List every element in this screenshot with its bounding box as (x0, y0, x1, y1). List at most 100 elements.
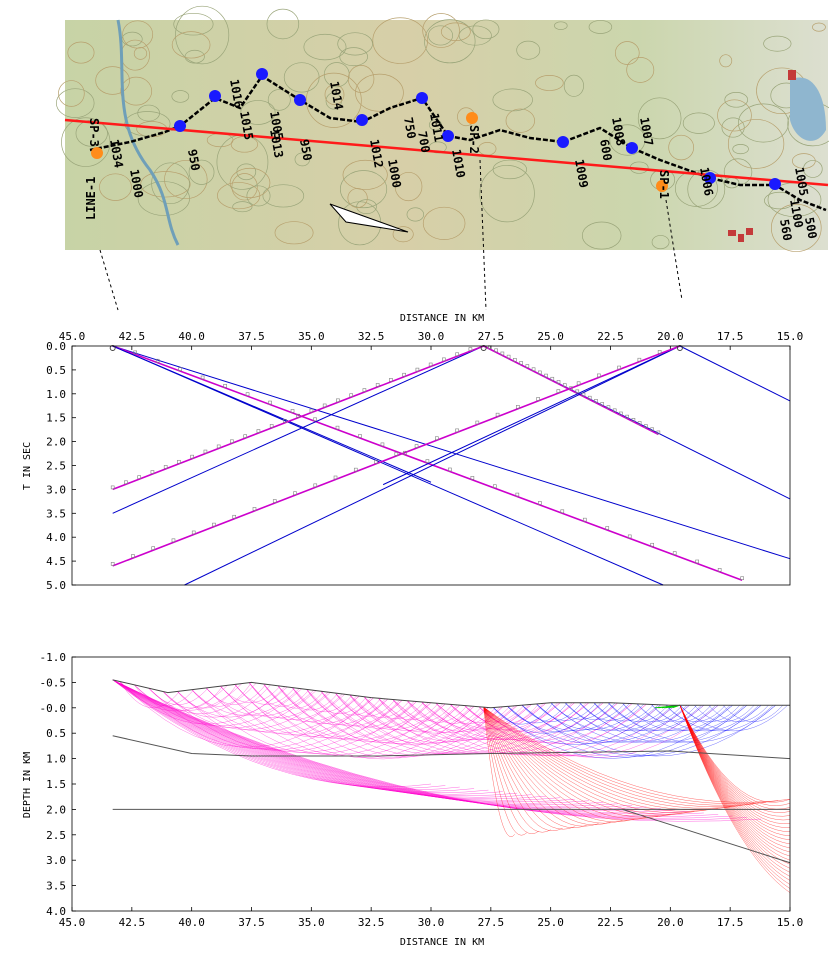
ray-path-deep (679, 705, 791, 857)
ray-path-deep (112, 679, 446, 789)
tt-observed-pick (293, 491, 297, 496)
station-label: 700 (415, 130, 433, 154)
station-label: 1014 (327, 80, 346, 111)
ray-path (450, 704, 690, 757)
tt-observed-pick (272, 499, 277, 503)
contour-ring (424, 19, 476, 64)
station-label: 1000 (385, 158, 404, 189)
ray-path (248, 682, 489, 760)
contour-ring (337, 32, 373, 56)
tt-observed-pick (150, 470, 155, 474)
station-label: 1016 (227, 78, 246, 109)
ray-path (493, 704, 661, 745)
contour-ring (472, 19, 500, 40)
station-label: 1013 (267, 128, 286, 159)
ray-path (335, 692, 396, 717)
tt-observed-pick (313, 483, 318, 488)
contour-ring (719, 54, 733, 68)
travel-time-chart: DISTANCE IN KM T IN SEC 45.0 42.5 40.0 37.5… (22, 313, 803, 592)
ray-path (550, 702, 659, 731)
ray-path-deep (483, 707, 743, 809)
contour-ring (95, 66, 130, 95)
tt-observed-pick (296, 413, 300, 418)
tt-observed-pick (494, 348, 498, 353)
shotpoint-marker (466, 112, 478, 124)
tt-observed-pick (212, 522, 216, 527)
tt-observed-pick (637, 421, 642, 425)
north-arrow-icon (329, 203, 409, 233)
tt-observed-pick (500, 351, 505, 356)
tt-y-tick-label: 2.5 (46, 460, 66, 473)
contour-ring (140, 171, 191, 198)
ray-path (564, 702, 733, 743)
ray-path (234, 684, 475, 758)
tt-observed-pick (594, 399, 598, 403)
tt-observed-pick (538, 501, 542, 505)
tt-observed-pick (414, 444, 419, 448)
ray-path (507, 705, 748, 758)
tt-shot-origin (676, 345, 683, 351)
tt-series-line (112, 345, 681, 567)
receiver-station-marker (557, 136, 569, 148)
station-label: 600 (597, 138, 615, 162)
receiver-station-marker (209, 90, 221, 102)
ray-path (607, 702, 716, 732)
tt-observed-pick (625, 414, 629, 419)
tt-x-tick-label: 25.0 (537, 330, 564, 343)
tt-observed-pick (657, 350, 662, 354)
tt-x-tick-label: 40.0 (178, 330, 205, 343)
tt-observed-pick (597, 373, 601, 378)
tt-observed-pick (163, 465, 168, 469)
tt-observed-pick (380, 442, 385, 447)
ray-path-deep (483, 707, 647, 821)
contour-ring (232, 201, 253, 213)
tt-series-line (112, 345, 484, 514)
tt-observed-pick (283, 419, 287, 423)
ray-path (177, 691, 417, 753)
ray-path (564, 702, 673, 732)
ray-path (679, 705, 740, 722)
contour-ring (303, 33, 347, 61)
ray-x-ticks: 45.0 42.5 40.0 37.5 35.0 32.5 30.0 27.5 25.0 22.5… (59, 907, 803, 929)
ray-path (320, 691, 381, 716)
tt-observed-pick (110, 485, 115, 490)
tt-observed-pick (606, 405, 611, 409)
station-label: 1008 (609, 116, 628, 147)
ray-y-tick-label: -0.0 (40, 702, 67, 715)
receiver-station-marker (356, 114, 368, 126)
contour-ring (535, 75, 564, 91)
ray-path-deep (483, 707, 671, 818)
ray-path-deep (112, 679, 704, 816)
tt-observed-pick (695, 559, 699, 564)
tt-x-tick-label: 45.0 (59, 330, 86, 343)
station-label: 1009 (572, 158, 591, 189)
ray-interface-line (112, 679, 790, 709)
ray-path (320, 691, 429, 729)
shotpoint-marker (91, 147, 103, 159)
contour-ring (274, 221, 314, 245)
contour-ring (763, 35, 792, 52)
station-label: 1015 (237, 110, 256, 141)
contour-ring (406, 207, 425, 222)
tt-xlabel: DISTANCE IN KM (400, 313, 484, 324)
tt-observed-pick (252, 507, 257, 511)
ray-path (191, 682, 252, 707)
tt-observed-pick (587, 395, 592, 400)
tt-x-tick-label: 15.0 (777, 330, 804, 343)
receiver-station-marker (416, 92, 428, 104)
tt-observed-pick (455, 352, 459, 357)
tt-observed-pick (468, 347, 473, 351)
tt-observed-pick (415, 367, 420, 372)
ray-path (521, 702, 582, 722)
ray-path (263, 683, 503, 759)
contour-ring (724, 92, 749, 108)
tt-observed-pick (519, 361, 523, 365)
tt-observed-pick (389, 378, 393, 382)
ray-path-deep (112, 679, 503, 795)
ray-path-deep (679, 705, 791, 845)
receiver-station-marker (174, 120, 186, 132)
map-contours (56, 5, 829, 252)
ray-interface-line (112, 735, 791, 760)
tt-observed-pick (358, 434, 362, 438)
tt-x-tick-label: 20.0 (657, 330, 684, 343)
